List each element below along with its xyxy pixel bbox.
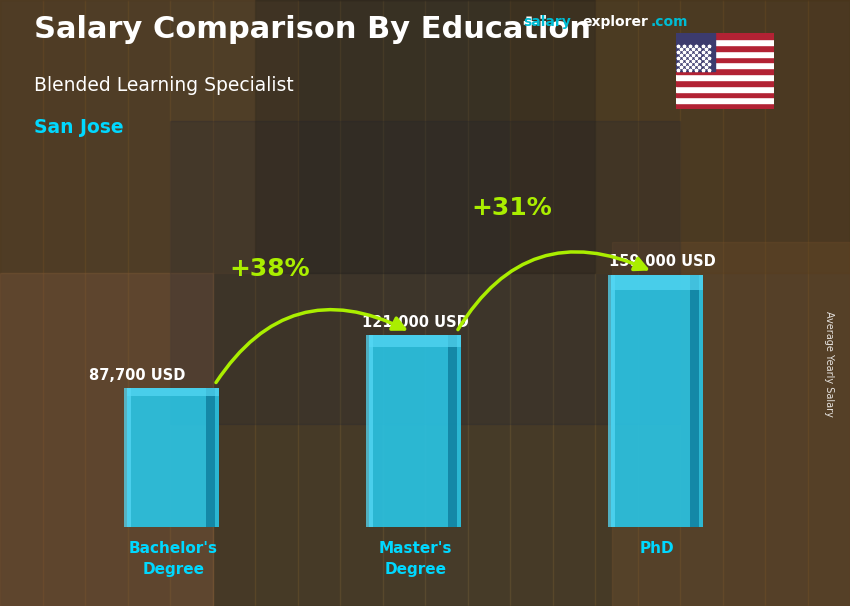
Bar (0, 0, 298, 273)
Bar (366, 335, 373, 527)
Text: explorer: explorer (582, 15, 648, 29)
Bar (255, 0, 298, 606)
Bar (676, 98, 774, 103)
Bar (510, 0, 552, 606)
Bar (808, 0, 850, 606)
Bar (370, 335, 462, 347)
Bar (676, 80, 774, 86)
Bar (676, 45, 774, 51)
Text: Blended Learning Specialist: Blended Learning Specialist (34, 76, 294, 95)
Text: 87,700 USD: 87,700 USD (88, 368, 185, 383)
Bar (255, 0, 595, 273)
Bar (676, 92, 774, 98)
Bar (676, 51, 774, 56)
Bar (722, 0, 765, 606)
Bar (0, 0, 42, 606)
Bar (676, 74, 774, 80)
Text: +38%: +38% (230, 256, 310, 281)
Bar (468, 0, 510, 606)
Bar (85, 0, 128, 606)
Bar (425, 0, 468, 606)
Bar (676, 68, 774, 74)
Bar (680, 0, 722, 606)
Bar (676, 39, 774, 45)
Bar (128, 388, 219, 527)
Bar (128, 0, 170, 606)
Bar (676, 103, 774, 109)
Bar (676, 62, 774, 68)
Bar (128, 388, 219, 396)
Bar (611, 275, 703, 527)
Text: .com: .com (650, 15, 688, 29)
Bar (0, 273, 212, 606)
Bar (340, 0, 382, 606)
Text: 121,000 USD: 121,000 USD (362, 315, 469, 330)
Bar (382, 0, 425, 606)
Bar (298, 0, 340, 606)
Bar (595, 0, 638, 606)
Bar (676, 56, 774, 62)
Bar (448, 335, 456, 527)
Bar (638, 0, 680, 606)
Text: 159,000 USD: 159,000 USD (609, 253, 716, 268)
Bar (170, 121, 680, 424)
Text: Salary Comparison By Education: Salary Comparison By Education (34, 15, 591, 44)
Bar (170, 0, 212, 606)
Bar (370, 335, 462, 527)
Bar (212, 0, 255, 606)
Text: salary: salary (523, 15, 570, 29)
Bar (612, 242, 850, 606)
Bar (552, 0, 595, 606)
Bar (123, 388, 131, 527)
Bar (689, 275, 699, 527)
Bar (510, 0, 850, 273)
Bar (206, 388, 215, 527)
Bar (676, 86, 774, 92)
Text: San Jose: San Jose (34, 118, 123, 137)
Text: Average Yearly Salary: Average Yearly Salary (824, 311, 834, 416)
Bar (765, 0, 808, 606)
Bar (676, 33, 774, 39)
Bar (676, 33, 715, 72)
Bar (42, 0, 85, 606)
Bar (608, 275, 615, 527)
Bar (611, 275, 703, 290)
Text: +31%: +31% (472, 196, 552, 220)
